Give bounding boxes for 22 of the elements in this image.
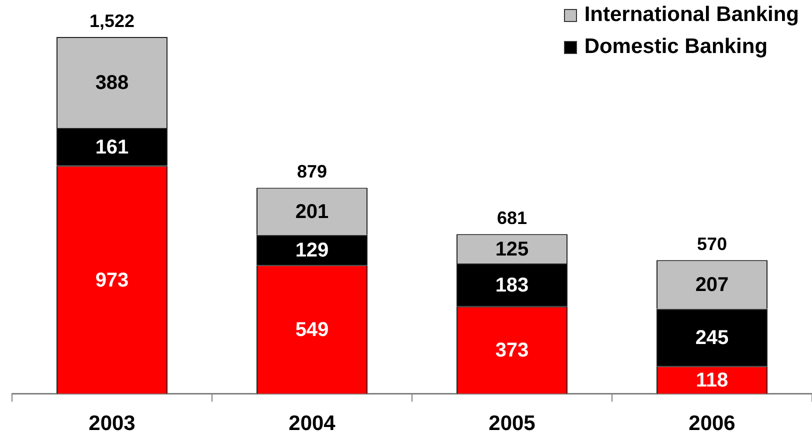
total-label: 879	[296, 162, 328, 182]
x-tick-label: 2003	[88, 412, 136, 436]
data-label: 183	[495, 274, 529, 296]
data-label: 125	[495, 238, 529, 260]
x-tick-label: 2006	[688, 412, 736, 436]
data-label: 973	[95, 269, 129, 292]
data-label: 549	[295, 318, 329, 341]
total-label: 1,522	[89, 10, 135, 31]
data-label: 161	[95, 136, 129, 158]
data-label: 129	[295, 239, 329, 262]
legend-label: International Banking	[584, 3, 799, 27]
legend-label: Domestic Banking	[584, 35, 768, 59]
data-label: 207	[695, 274, 729, 296]
data-label: 118	[696, 369, 728, 392]
total-label: 570	[696, 234, 728, 254]
data-label: 201	[295, 200, 329, 223]
data-label: 373	[495, 340, 529, 362]
x-tick-label: 2004	[288, 412, 336, 436]
x-tick-label: 2005	[488, 412, 536, 436]
total-label: 681	[496, 208, 528, 228]
data-label: 388	[95, 72, 129, 94]
data-label: 245	[695, 326, 729, 349]
